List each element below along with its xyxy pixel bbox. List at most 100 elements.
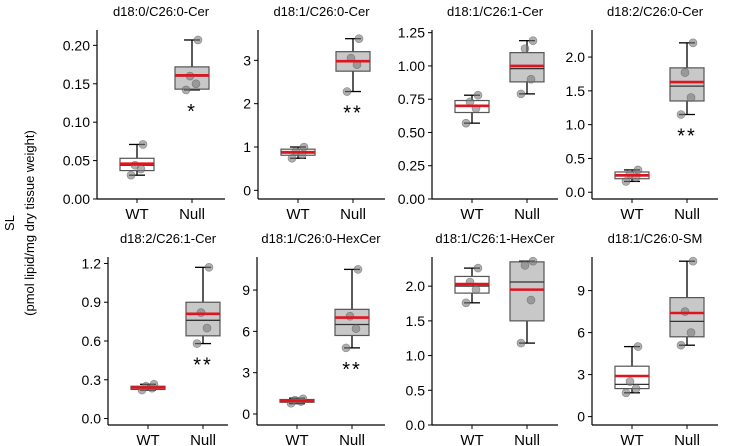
y-tick-label: 0.00 <box>398 191 425 207</box>
y-tick-label: 0.25 <box>398 158 425 174</box>
data-point <box>680 68 690 77</box>
panel-6: d18:1/C26:0-HexCer 0 3 6 9 WT Null ** <box>242 231 385 446</box>
data-point <box>473 263 483 273</box>
data-point <box>625 377 635 386</box>
data-point <box>461 118 471 128</box>
data-point <box>471 285 481 294</box>
y-tick-label: 0.9 <box>82 294 102 310</box>
y-tick-label: 0 <box>577 409 585 425</box>
panel-4: d18:2/C26:0-Cer 0.0 0.5 1.0 1.5 2.0 WT Null ** <box>566 4 718 223</box>
data-point <box>633 165 643 175</box>
y-tick-label: 0.3 <box>82 372 102 388</box>
data-point <box>516 338 526 348</box>
data-point <box>516 89 526 99</box>
data-point <box>299 142 309 152</box>
x-tick-label: WT <box>286 206 309 223</box>
data-point <box>345 311 355 321</box>
x-tick-label: WT <box>460 206 483 223</box>
data-point <box>680 307 690 316</box>
y-tick-label: 1.00 <box>398 58 425 74</box>
y-tick-label: 0.0 <box>406 417 426 433</box>
data-point <box>341 343 351 353</box>
data-point <box>202 323 212 333</box>
panel-title: d18:2/C26:1-Cer <box>120 231 217 246</box>
y-tick-label: 6 <box>242 323 250 339</box>
y-tick-label: 0.5 <box>406 382 426 398</box>
y-tick-label: 1.0 <box>406 348 426 364</box>
y-tick-label: 0.0 <box>566 184 586 200</box>
data-point <box>181 85 191 95</box>
panel-8: d18:1/C26:0-SM 0 3 6 9 WT Null <box>577 231 718 446</box>
x-tick-label: Null <box>179 206 205 223</box>
data-point <box>688 38 698 48</box>
data-point <box>351 324 361 333</box>
data-point <box>204 263 214 272</box>
y-axis-label-main: SL <box>2 215 17 231</box>
panel-title: d18:1/C26:0-Cer <box>273 4 370 19</box>
x-tick-label: WT <box>285 432 308 446</box>
data-point <box>686 328 696 337</box>
y-tick-label: 0.05 <box>63 153 90 169</box>
y-tick-label: 0.00 <box>63 191 90 207</box>
panel-title: d18:1/C26:0-SM <box>608 231 703 246</box>
panel-7: d18:1/C26:1-HexCer 0.0 0.5 1.0 1.5 2.0 WT Null <box>406 231 558 446</box>
data-point <box>473 90 483 100</box>
y-tick-label: 1 <box>243 139 251 155</box>
y-tick-label: 1.2 <box>82 255 102 271</box>
box-iqr <box>509 52 545 83</box>
y-tick-label: 0.75 <box>398 91 425 107</box>
significance-marker: ** <box>677 126 697 148</box>
y-tick-label: 0.50 <box>398 124 425 140</box>
panel-5: d18:2/C26:1-Cer 0.0 0.3 0.6 0.9 1.2 WT Null ** <box>82 231 228 446</box>
x-tick-label: Null <box>340 206 366 223</box>
y-tick-label: 0.0 <box>82 411 102 427</box>
significance-marker: ** <box>193 355 213 377</box>
y-tick-label: 2.0 <box>566 49 586 65</box>
x-tick-label: Null <box>514 206 540 223</box>
data-point <box>633 342 643 351</box>
y-tick-label: 0 <box>243 182 251 198</box>
y-tick-label: 0.10 <box>63 114 90 130</box>
data-point <box>191 79 201 89</box>
data-point <box>353 265 363 274</box>
data-point <box>193 35 203 45</box>
data-point <box>528 256 538 266</box>
panel-title: d18:1/C26:1-HexCer <box>435 231 555 246</box>
y-tick-label: 6 <box>577 325 585 341</box>
y-tick-label: 9 <box>577 283 585 299</box>
y-tick-label: 1.5 <box>566 83 586 99</box>
y-tick-label: 1.25 <box>398 25 425 41</box>
data-point <box>520 261 530 270</box>
data-point <box>621 177 631 186</box>
y-axis-label-sub: (pmol lipid/mg dry tissue weight) <box>22 130 37 316</box>
x-tick-label: Null <box>674 432 700 446</box>
y-tick-label: 1.5 <box>406 313 426 329</box>
x-tick-label: WT <box>460 432 483 446</box>
data-point <box>138 140 148 149</box>
data-point <box>676 110 686 119</box>
data-point <box>621 388 631 398</box>
box-iqr <box>509 261 545 322</box>
x-tick-label: Null <box>674 206 700 223</box>
box-iqr <box>669 67 705 102</box>
x-tick-label: WT <box>620 432 643 446</box>
y-tick-label: 0.6 <box>82 333 102 349</box>
y-tick-label: 3 <box>243 52 251 68</box>
significance-marker: ** <box>342 359 362 381</box>
y-tick-label: 3 <box>577 367 585 383</box>
significance-marker: * <box>187 101 197 123</box>
data-point <box>625 169 635 179</box>
data-point <box>686 93 696 102</box>
data-point <box>136 164 146 174</box>
box-iqr <box>185 301 221 337</box>
y-tick-label: 2.0 <box>406 278 426 294</box>
data-point <box>526 295 536 305</box>
y-tick-label: 0.15 <box>63 76 90 92</box>
y-tick-label: 1.0 <box>566 117 586 133</box>
data-point <box>126 170 136 180</box>
x-tick-label: WT <box>136 432 159 446</box>
y-tick-label: 9 <box>242 282 250 298</box>
data-point <box>631 384 641 393</box>
